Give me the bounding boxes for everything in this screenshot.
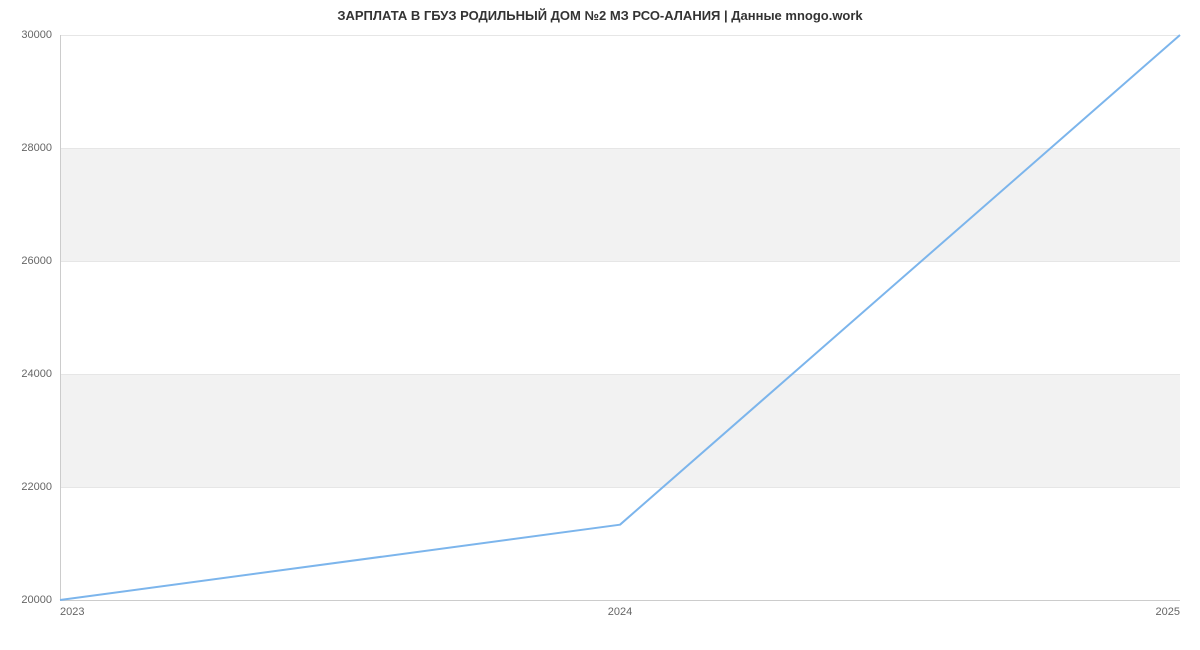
x-axis-line bbox=[60, 600, 1180, 601]
y-tick-label: 28000 bbox=[21, 142, 52, 154]
y-tick-label: 24000 bbox=[21, 368, 52, 380]
y-tick-label: 26000 bbox=[21, 255, 52, 267]
y-tick-label: 20000 bbox=[21, 594, 52, 606]
series-line bbox=[60, 35, 1180, 600]
x-tick-label: 2024 bbox=[608, 606, 632, 618]
chart-title: ЗАРПЛАТА В ГБУЗ РОДИЛЬНЫЙ ДОМ №2 МЗ РСО-… bbox=[0, 8, 1200, 23]
x-tick-label: 2023 bbox=[60, 606, 84, 618]
y-tick-label: 30000 bbox=[21, 29, 52, 41]
y-tick-label: 22000 bbox=[21, 481, 52, 493]
x-tick-label: 2025 bbox=[1156, 606, 1180, 618]
salary-chart: ЗАРПЛАТА В ГБУЗ РОДИЛЬНЫЙ ДОМ №2 МЗ РСО-… bbox=[0, 0, 1200, 650]
plot-area: 2000022000240002600028000300002023202420… bbox=[60, 35, 1180, 600]
